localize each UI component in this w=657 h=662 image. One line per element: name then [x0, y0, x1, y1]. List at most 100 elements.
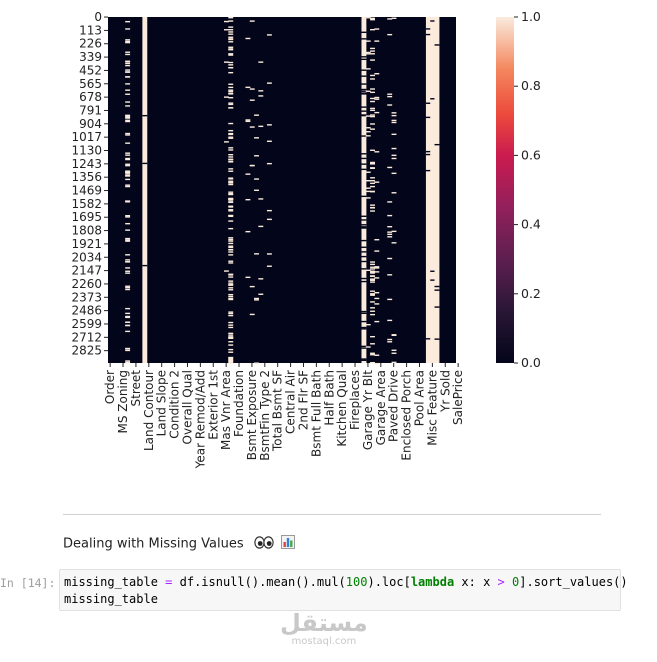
heatmap-cell-present [425, 169, 431, 172]
heatmap-cell-missing [370, 272, 375, 274]
heatmap-cell-missing [266, 34, 272, 36]
heatmap-cell-missing [374, 271, 380, 273]
heatmap-cell-present [361, 114, 367, 116]
heatmap-cell-missing [266, 124, 272, 126]
heatmap-cell-missing [224, 96, 229, 98]
heatmap-cell-missing [125, 152, 131, 154]
code-line-2: missing_table [64, 592, 158, 606]
heatmap-cell-missing [228, 177, 234, 179]
heatmap-cell-missing [254, 297, 259, 300]
x-tick-label: Year Remod/Add [193, 370, 207, 469]
heatmap-cell-missing [387, 236, 393, 238]
heatmap-cell-missing [228, 181, 234, 184]
heatmap-cell-missing [228, 284, 234, 286]
heatmap-cell-missing [125, 119, 131, 122]
heatmap-cell-missing [370, 263, 375, 266]
heatmap-cell-missing [370, 185, 375, 188]
heatmap-cell-present [361, 88, 367, 91]
y-tick-label: 2486 [71, 304, 102, 318]
heatmap-cell-present [361, 328, 367, 330]
heatmap-cell-missing [125, 164, 131, 167]
heatmap-cell-missing [370, 78, 375, 80]
heatmap-cell-missing [228, 147, 234, 149]
heatmap-cell-present [425, 116, 431, 119]
heatmap-cell-present [425, 102, 431, 104]
heatmap-cell-missing [365, 346, 371, 348]
heatmap-cell-missing [228, 97, 234, 99]
heatmap-cell-missing [370, 361, 375, 364]
heatmap-cell-missing [365, 17, 371, 19]
heatmap-cell-present [361, 219, 367, 221]
heatmap-cell-missing [228, 61, 234, 64]
heatmap-cell-missing [266, 209, 272, 212]
heatmap-cell-missing [125, 324, 131, 327]
heatmap-cell-missing [228, 358, 234, 360]
heatmap-cell-missing [266, 218, 272, 221]
heatmap-cell-missing [228, 321, 234, 324]
y-tick-label: 0 [94, 10, 102, 24]
colorbar-tick-label: 0.0 [521, 355, 541, 370]
heatmap-cell-missing [125, 285, 131, 287]
heatmap-cell-missing [228, 312, 234, 315]
missing-values-heatmap: 0 113 226 339 452 565 678 791 904 1017 1130 1243 135… [71, 9, 541, 469]
heatmap-cell-missing [391, 114, 397, 117]
heatmap-cell-missing [125, 154, 131, 156]
heatmap-cell-missing [254, 189, 259, 191]
x-tick-label: Land Slope [155, 370, 169, 436]
heatmap-cell-missing [370, 310, 375, 312]
colorbar-tick-label: 0.8 [521, 78, 541, 93]
x-tick-label: Overall Qual [180, 370, 194, 444]
cell-prompt: In [14]: [0, 576, 56, 590]
x-tick-label: Garage Area [374, 370, 388, 445]
heatmap-cell-missing [228, 31, 234, 33]
heatmap-cell-missing [370, 190, 375, 193]
heatmap-cell-missing [228, 156, 234, 158]
heatmap-cell-missing [374, 28, 380, 30]
heatmap-cell-missing [125, 185, 131, 188]
heatmap-cell-missing [370, 275, 375, 277]
code-token: x: x [454, 575, 498, 589]
heatmap-cell-missing [370, 281, 375, 283]
x-tick-label: Kitchen Qual [335, 370, 349, 447]
heatmap-cell-missing [125, 28, 131, 30]
x-tick-label: Land Contour [142, 370, 156, 451]
y-tick-label: 1695 [71, 210, 102, 224]
heatmap-cell-missing [228, 220, 234, 222]
heatmap-cell-missing [228, 314, 234, 317]
heatmap-cell-missing [228, 20, 234, 22]
heatmap-cell-missing [370, 290, 375, 292]
code-cell-editor[interactable]: missing_table = df.isnull().mean().mul(1… [59, 569, 628, 611]
heatmap-cell-missing [374, 98, 380, 100]
heatmap-cell-missing [125, 93, 131, 95]
heatmap-cell-present [361, 163, 367, 165]
watermark-latin: mostaql.com [291, 636, 357, 647]
heatmap-cell-present [361, 226, 367, 228]
heatmap-cell-missing [374, 239, 380, 241]
heatmap-cells [108, 17, 456, 365]
heatmap-cell-present [361, 320, 367, 323]
heatmap-cell-missing [228, 107, 234, 109]
heatmap-cell-missing [370, 115, 375, 118]
heatmap-cell-missing [228, 36, 234, 38]
heatmap-cell-missing [258, 90, 264, 92]
heatmap-cell-missing [228, 359, 234, 361]
x-tick-label: Half Bath [322, 370, 336, 426]
y-tick-label: 791 [79, 103, 102, 117]
x-tick-label: Central Air [284, 370, 298, 434]
heatmap-cell-missing [249, 99, 255, 101]
heatmap-cell-present [361, 239, 367, 242]
heatmap-cell-missing [125, 41, 131, 44]
heatmap-cell-missing [228, 93, 234, 95]
heatmap-cell-missing [391, 112, 397, 114]
heatmap-cell-missing [387, 319, 393, 322]
heatmap-cell-missing [365, 171, 371, 173]
heatmap-cell-missing [125, 330, 131, 333]
heatmap-cell-missing [125, 272, 131, 274]
heatmap-cell-missing [258, 125, 264, 128]
heatmap-cell-missing [125, 316, 131, 319]
y-tick-label: 452 [79, 63, 102, 77]
heatmap-cell-missing [125, 71, 131, 73]
x-tick-label: Exterior 1st [206, 370, 220, 440]
heatmap-cell-missing [228, 240, 234, 242]
heatmap-cell-missing [370, 278, 375, 280]
